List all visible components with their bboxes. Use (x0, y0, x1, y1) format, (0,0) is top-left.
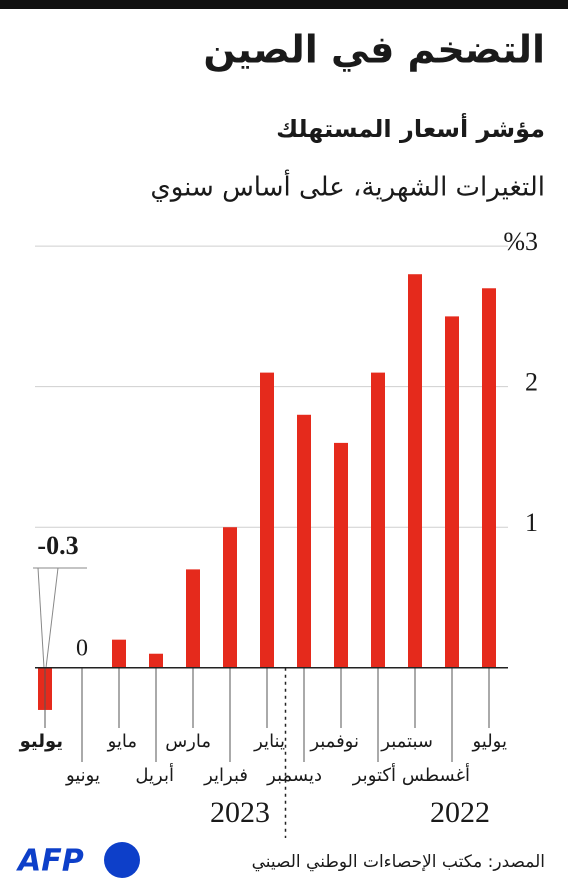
bar (149, 653, 163, 668)
x-tick-label: سبتمبر (380, 731, 433, 752)
bar (408, 274, 422, 668)
bar (112, 639, 126, 668)
bar (297, 414, 311, 668)
year-label: 2023 (210, 796, 270, 829)
x-tick-label: أغسطس (402, 763, 470, 786)
value-label: -0.3 (37, 531, 78, 560)
x-tick-label: أكتوبر (352, 763, 396, 786)
year-label: 2022 (430, 796, 490, 829)
chart-description: التغيرات الشهرية، على أساس سنوي (150, 169, 545, 203)
logo: AFP (16, 844, 84, 879)
bar (223, 527, 237, 668)
leader (37, 567, 45, 668)
bar (482, 288, 496, 668)
value-label: 0 (76, 636, 88, 662)
x-tick-label: أبريل (135, 763, 174, 786)
bar (186, 569, 200, 668)
x-tick-label: مارس (165, 731, 211, 752)
bar (334, 442, 348, 668)
chart-title: التضخم في الصين (203, 28, 545, 73)
x-tick-label: يناير (253, 731, 285, 752)
y-tick-label: 1 (525, 508, 538, 537)
x-tick-label: يوليو (19, 731, 63, 752)
logo-dot (104, 842, 140, 878)
x-tick-label: نوفمبر (309, 731, 359, 752)
bar (260, 372, 274, 668)
y-tick-label: 2 (525, 368, 538, 397)
x-tick-label: يونيو (65, 765, 100, 786)
leader (45, 567, 59, 668)
source: المصدر: مكتب الإحصاءات الوطني الصيني (252, 852, 545, 872)
x-tick-label: ديسمبر (266, 765, 322, 786)
bar (371, 372, 385, 668)
chart-subtitle: مؤشر أسعار المستهلك (276, 113, 545, 143)
y-tick-label: %3 (503, 227, 538, 256)
x-tick-label: يوليو (471, 731, 507, 752)
x-tick-label: مايو (107, 731, 137, 752)
x-tick-label: فبراير (203, 765, 248, 786)
bar (445, 316, 459, 668)
top-rule (0, 0, 568, 9)
